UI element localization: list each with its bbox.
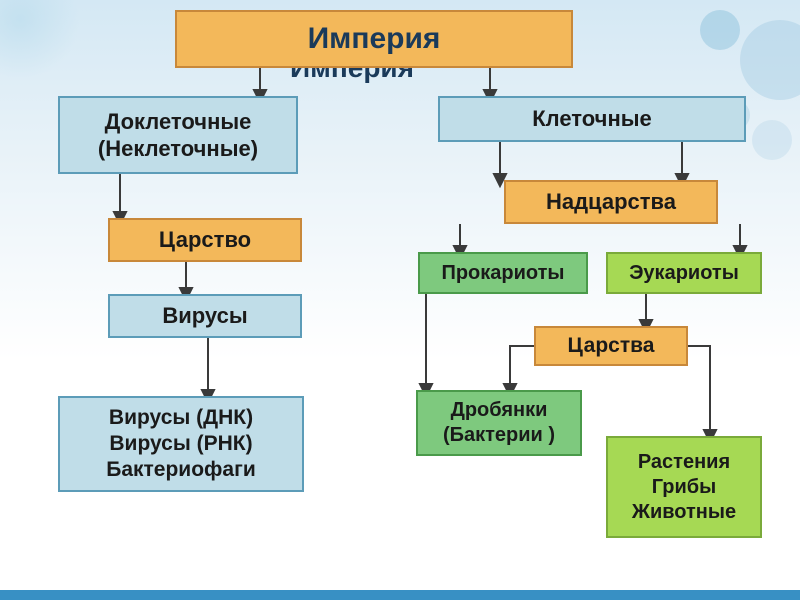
box-superkingdom: Надцарства <box>504 180 718 224</box>
box-kingdom: Царство <box>108 218 302 262</box>
box-bacteria: Дробянки (Бактерии ) <box>416 390 582 456</box>
box-eukaryotes: Эукариоты <box>606 252 762 294</box>
box-noncellular: Доклеточные (Неклеточные) <box>58 96 298 174</box>
box-cellular: Клеточные <box>438 96 746 142</box>
bottom-bar <box>0 590 800 600</box>
box-virus_types: Вирусы (ДНК) Вирусы (РНК) Бактериофаги <box>58 396 304 492</box>
box-plants: Растения Грибы Животные <box>606 436 762 538</box>
box-empire: Империя <box>175 10 573 68</box>
box-viruses: Вирусы <box>108 294 302 338</box>
box-kingdoms: Царства <box>534 326 688 366</box>
arrow-12 <box>688 346 710 436</box>
box-prokaryotes: Прокариоты <box>418 252 588 294</box>
